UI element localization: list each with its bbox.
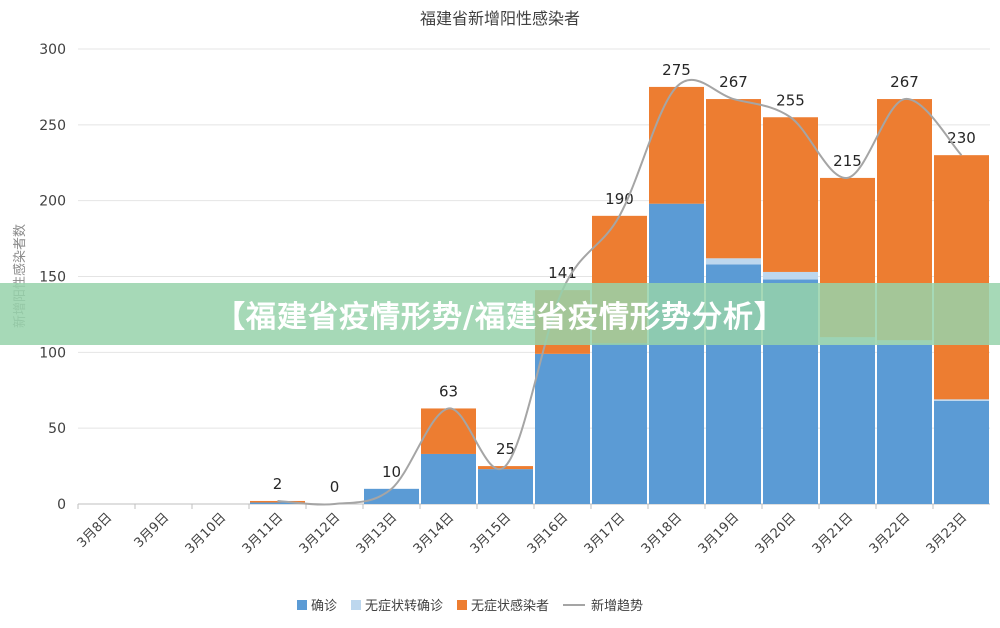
trend-line bbox=[277, 79, 963, 506]
x-tick-label: 3月13日 bbox=[354, 510, 401, 557]
x-tick-label: 3月12日 bbox=[297, 510, 344, 557]
bar-segment-确诊 bbox=[592, 343, 647, 504]
x-tick-label: 3月8日 bbox=[75, 510, 116, 551]
x-tick-label: 3月18日 bbox=[639, 510, 686, 557]
bar-segment-无症状感染者 bbox=[763, 117, 818, 272]
data-label: 0 bbox=[330, 478, 340, 496]
x-tick-label: 3月19日 bbox=[696, 510, 743, 557]
x-tick-label: 3月17日 bbox=[582, 510, 629, 557]
bar-segment-无症状转确诊 bbox=[934, 399, 989, 401]
x-tick-label: 3月9日 bbox=[132, 510, 173, 551]
bar-segment-确诊 bbox=[478, 469, 533, 504]
x-tick-label: 3月14日 bbox=[411, 510, 458, 557]
bar-segment-无症状感染者 bbox=[934, 155, 989, 400]
y-tick-label: 150 bbox=[39, 270, 66, 286]
y-tick-label: 0 bbox=[57, 497, 66, 513]
bar-segment-无症状转确诊 bbox=[706, 258, 761, 265]
data-label: 215 bbox=[833, 152, 862, 170]
legend-label: 无症状转确诊 bbox=[365, 599, 443, 614]
data-label: 230 bbox=[947, 129, 976, 147]
bar-segment-确诊 bbox=[934, 400, 989, 504]
data-label: 2 bbox=[273, 475, 283, 493]
x-tick-label: 3月22日 bbox=[867, 510, 914, 557]
bar-segment-无症状感染者 bbox=[706, 99, 761, 259]
data-label: 255 bbox=[776, 91, 805, 109]
banner-text: 【福建省疫情形势/福建省疫情形势分析】 bbox=[215, 300, 785, 335]
data-label: 25 bbox=[496, 440, 515, 458]
data-label: 267 bbox=[890, 73, 919, 91]
y-tick-label: 50 bbox=[48, 421, 66, 437]
bar-segment-确诊 bbox=[877, 344, 932, 504]
bar-segment-确诊 bbox=[535, 353, 590, 504]
data-label: 10 bbox=[382, 463, 401, 481]
data-label: 267 bbox=[719, 73, 748, 91]
bar-segment-无症状感染者 bbox=[649, 86, 704, 204]
y-tick-label: 300 bbox=[39, 42, 66, 58]
legend-label: 新增趋势 bbox=[591, 598, 643, 614]
bar-segment-确诊 bbox=[820, 344, 875, 504]
y-tick-label: 100 bbox=[39, 345, 66, 361]
legend-swatch bbox=[351, 600, 361, 610]
chart-title: 福建省新增阳性感染者 bbox=[420, 9, 580, 28]
legend-swatch bbox=[297, 600, 307, 610]
bar-segment-无症状转确诊 bbox=[763, 271, 818, 280]
bar-segment-确诊 bbox=[421, 453, 476, 504]
title-banner: 【福建省疫情形势/福建省疫情形势分析】 bbox=[0, 283, 1000, 345]
bar-segment-无症状感染者 bbox=[478, 466, 533, 470]
y-tick-label: 250 bbox=[39, 118, 66, 134]
bar-segment-确诊 bbox=[250, 502, 305, 504]
x-tick-label: 3月23日 bbox=[924, 510, 971, 557]
bar-segment-确诊 bbox=[649, 203, 704, 504]
data-label: 63 bbox=[439, 382, 458, 400]
x-tick-label: 3月20日 bbox=[753, 510, 800, 557]
bar-segment-确诊 bbox=[364, 488, 419, 504]
bar-segment-无症状感染者 bbox=[421, 408, 476, 454]
x-tick-label: 3月11日 bbox=[240, 510, 287, 557]
x-tick-label: 3月16日 bbox=[525, 510, 572, 557]
x-tick-label: 3月10日 bbox=[183, 510, 230, 557]
legend-label: 无症状感染者 bbox=[471, 598, 549, 614]
x-tick-label: 3月15日 bbox=[468, 510, 515, 557]
legend-swatch bbox=[457, 600, 467, 610]
data-label: 275 bbox=[662, 61, 691, 79]
x-tick-label: 3月21日 bbox=[810, 510, 857, 557]
legend-label: 确诊 bbox=[311, 599, 337, 614]
y-tick-label: 200 bbox=[39, 194, 66, 210]
